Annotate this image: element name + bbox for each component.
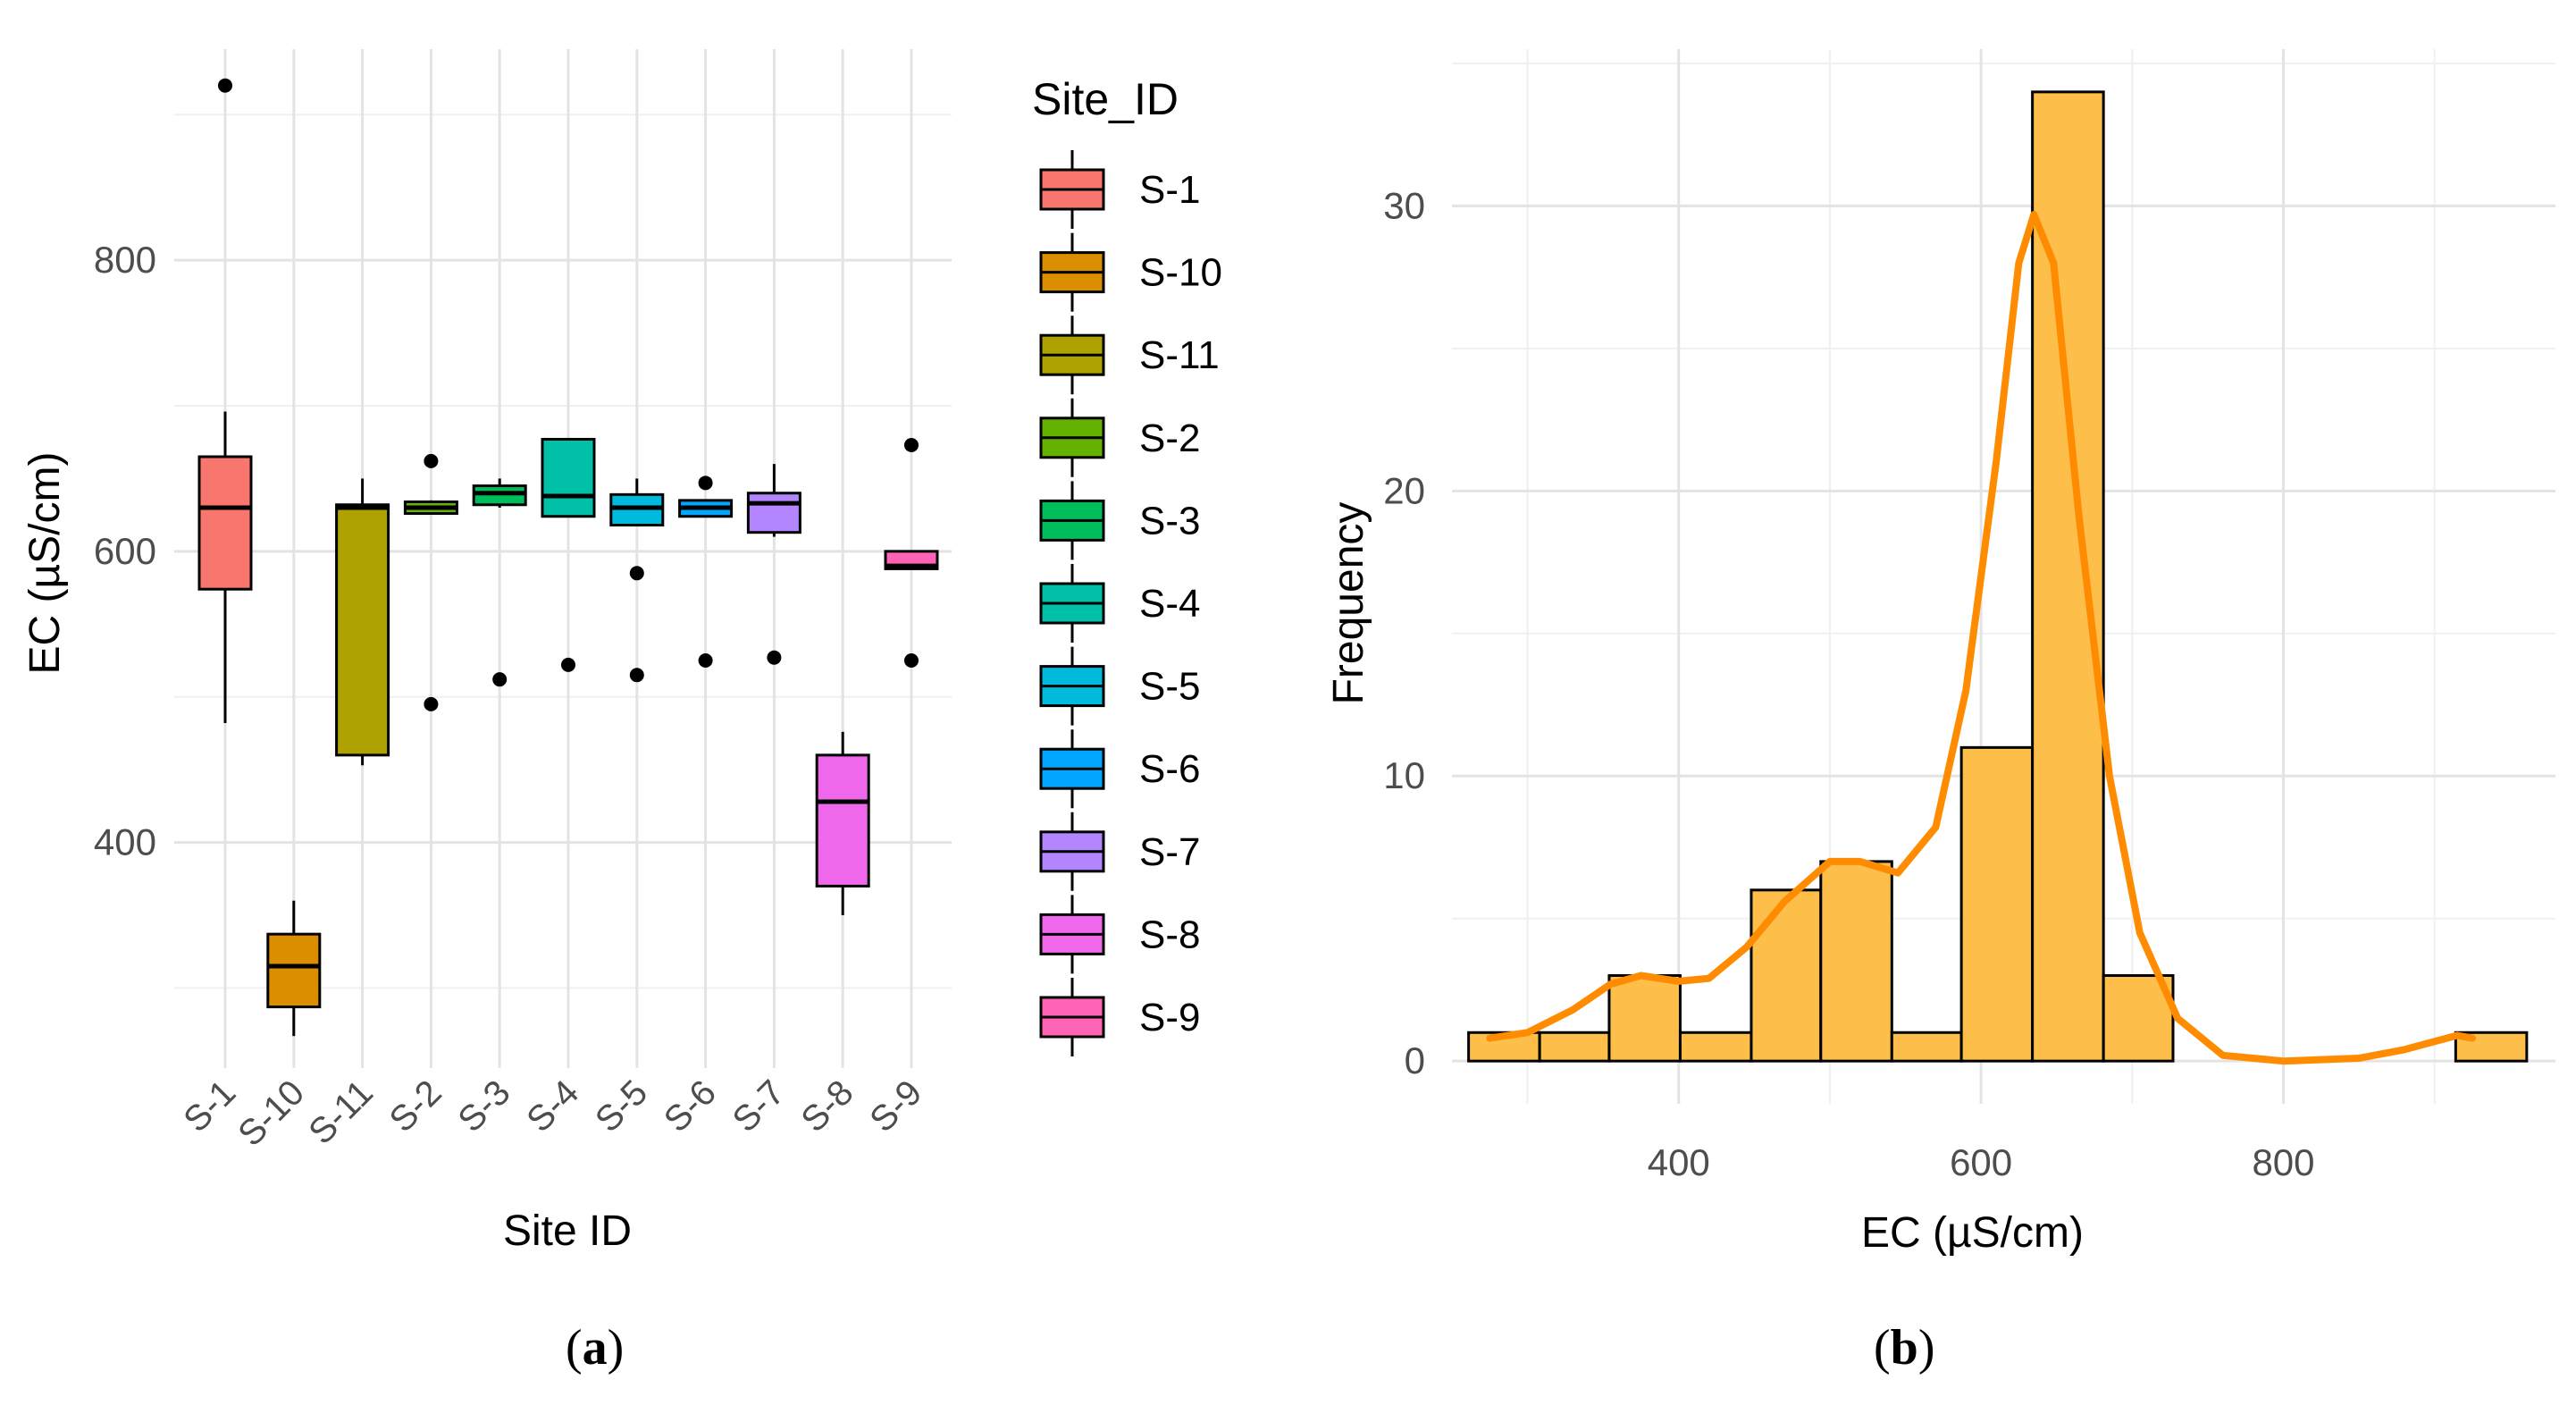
y-tick-label-a: 400 (94, 821, 156, 863)
x-tick-label-a: S-6 (657, 1073, 724, 1140)
x-tick-label-a: S-9 (862, 1073, 929, 1140)
histogram-bar (1890, 1031, 1963, 1063)
box-S-4 (541, 437, 596, 518)
legend-item-S-1: S-1 (1039, 150, 1200, 229)
x-tick-label-a: S-11 (301, 1073, 381, 1152)
histogram-bar (1959, 745, 2035, 1063)
outlier-point (424, 696, 439, 711)
y-tick-label-b: 0 (1405, 1039, 1425, 1081)
y-tick-label-a: 600 (94, 530, 156, 572)
outlier-point (904, 653, 919, 668)
legend-label: S-10 (1139, 251, 1222, 295)
legend-item-S-8: S-8 (1039, 895, 1200, 974)
box-S-11 (335, 503, 390, 757)
x-tick-label-a: S-7 (726, 1073, 793, 1140)
box-S-8 (815, 753, 870, 888)
x-axis-title-b: EC (µS/cm) (1861, 1209, 2084, 1257)
x-tick-label-a: S-8 (793, 1073, 860, 1140)
y-tick-label-b: 20 (1383, 469, 1425, 511)
histogram-bar (1749, 888, 1823, 1063)
outlier-point (424, 453, 439, 468)
y-tick-label-a: 800 (94, 239, 156, 281)
box-S-7 (746, 492, 801, 534)
box-S-10 (266, 932, 322, 1009)
x-tick-label-a: S-4 (519, 1073, 586, 1140)
histogram-bar (1819, 860, 1893, 1063)
plot-area-a (174, 49, 952, 1068)
x-tick-label-a: S-10 (231, 1073, 312, 1154)
box-S-1 (197, 455, 253, 591)
outlier-point (629, 668, 644, 683)
legend-item-S-10: S-10 (1039, 232, 1222, 312)
legend-label: S-3 (1139, 499, 1200, 543)
histogram-bar (1607, 973, 1682, 1063)
x-tick-label-b: 400 (1648, 1141, 1710, 1183)
y-axis-title-b: Frequency (1325, 502, 1372, 705)
y-axis-title-a: EC (µS/cm) (21, 452, 69, 675)
legend-item-S-7: S-7 (1039, 812, 1200, 891)
outlier-point (218, 78, 232, 93)
histogram-bar (1538, 1031, 1611, 1063)
panel-label-b: (b) (1874, 1320, 1935, 1376)
x-tick-label-b: 800 (2252, 1141, 2314, 1183)
legend-item-S-4: S-4 (1039, 564, 1200, 643)
legend-item-S-9: S-9 (1039, 978, 1200, 1056)
legend-item-S-11: S-11 (1039, 315, 1220, 395)
legend-label: S-7 (1139, 830, 1200, 874)
outlier-point (904, 437, 919, 452)
legend-item-S-3: S-3 (1039, 481, 1200, 560)
legend-label: S-8 (1139, 913, 1200, 956)
legend-label: S-4 (1139, 582, 1200, 626)
panel-label-a: (a) (566, 1320, 625, 1376)
outlier-point (767, 650, 782, 665)
legend-label: S-6 (1139, 747, 1200, 791)
outlier-point (629, 566, 644, 581)
legend-label: S-5 (1139, 665, 1200, 709)
y-tick-label-b: 30 (1383, 184, 1425, 226)
outlier-point (561, 657, 575, 672)
legend-label: S-2 (1139, 416, 1200, 460)
x-tick-label-a: S-5 (588, 1073, 655, 1140)
outlier-point (492, 672, 508, 687)
x-tick-label-a: S-2 (382, 1073, 449, 1140)
x-axis-title-a: Site ID (503, 1207, 632, 1255)
density-curve (1486, 211, 2476, 1065)
x-tick-label-b: 600 (1950, 1141, 2012, 1183)
legend-item-S-5: S-5 (1039, 646, 1200, 726)
x-tick-label-a: S-3 (450, 1073, 517, 1140)
legend-label: S-9 (1139, 996, 1200, 1039)
legend-item-S-2: S-2 (1039, 398, 1200, 477)
histogram-bar (1678, 1031, 1753, 1063)
outlier-point (698, 653, 713, 668)
legend-label: S-11 (1139, 333, 1220, 377)
outlier-point (698, 475, 713, 491)
legend-label: S-1 (1139, 168, 1200, 212)
histogram-bar (2031, 90, 2105, 1063)
legend-item-S-6: S-6 (1039, 729, 1200, 809)
legend-title: Site_ID (1032, 74, 1179, 124)
y-tick-label-b: 10 (1383, 754, 1425, 796)
